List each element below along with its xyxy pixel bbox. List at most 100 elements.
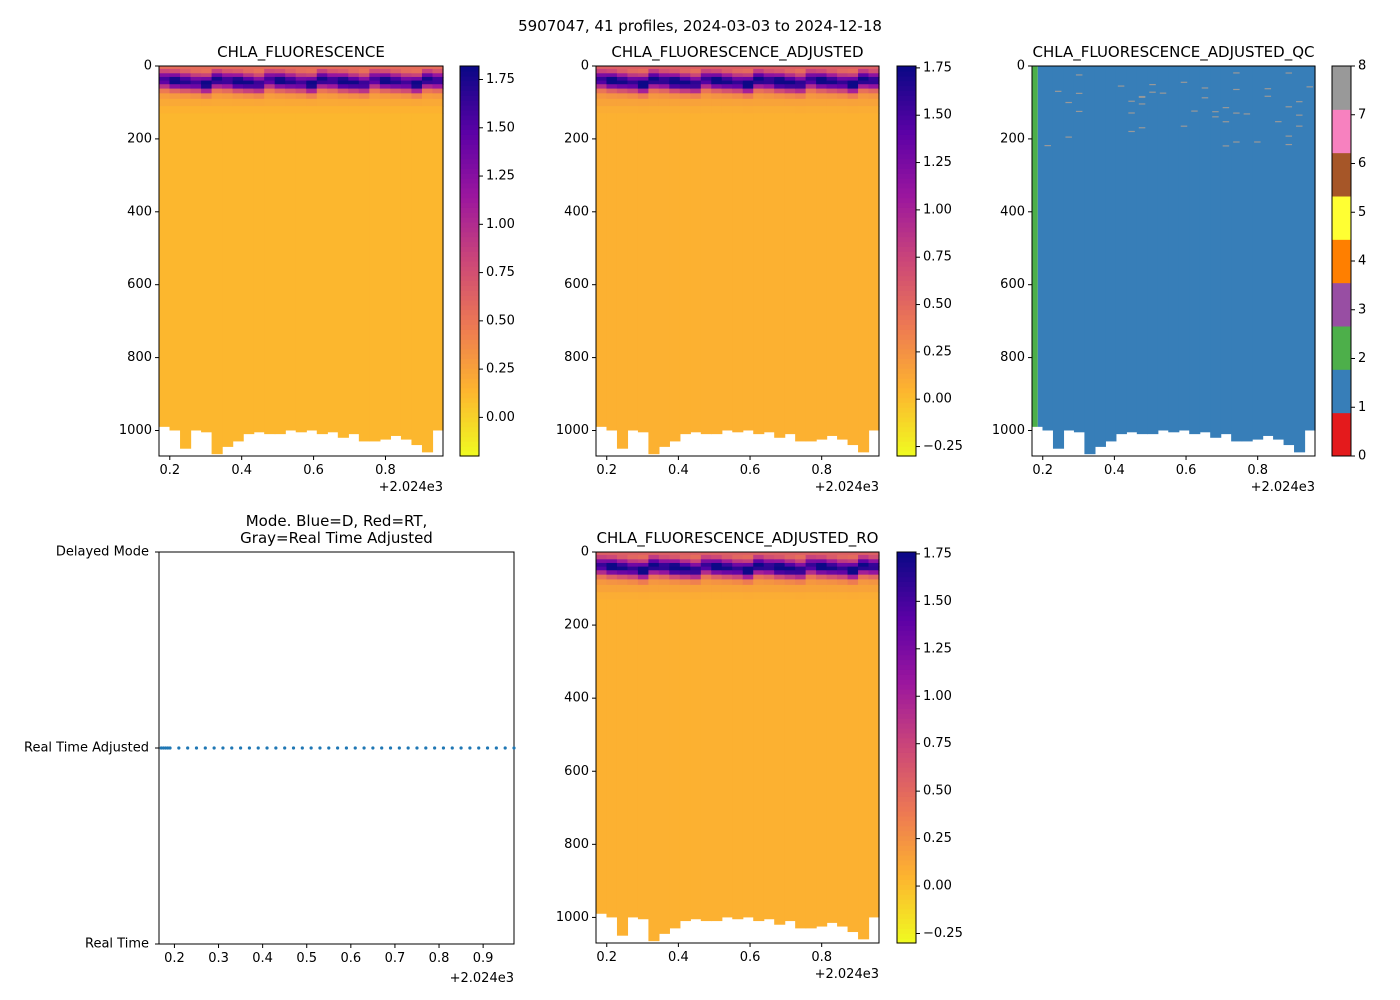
adjusted-colorbar-segment (897, 217, 916, 223)
raw-heatmap-cell (411, 106, 423, 114)
adjusted-colorbar-segment (897, 158, 916, 165)
raw-colorbar-segment (460, 246, 479, 252)
qc-qc-flag8-mark (1149, 91, 1156, 93)
qc-qc-flag8-mark (1201, 97, 1209, 99)
adjusted-heatmap-cell (679, 73, 691, 78)
qc-qc-cell (1189, 66, 1201, 435)
adjusted-heatmap-cell (721, 80, 733, 85)
raw-heatmap-cell (180, 106, 192, 114)
adjusted-heatmap-cell (774, 93, 786, 100)
ro-heatmap-cell (826, 592, 838, 601)
adjusted-heatmap-cell (774, 68, 786, 74)
adjusted-colorbar-label: 1.75 (923, 60, 952, 75)
qc-qc-flag8-mark (1075, 92, 1083, 94)
adjusted-heatmap-cell (669, 106, 681, 114)
adjusted-colorbar-segment (897, 280, 916, 286)
raw-heatmap-cell (432, 113, 444, 431)
ro-heatmap-cell (648, 599, 660, 942)
ro-heatmap-cell (826, 584, 838, 593)
ro-heatmap-cell (784, 592, 796, 601)
raw-heatmap-cell (400, 68, 413, 74)
raw-heatmap-cell (316, 80, 328, 85)
ro-heatmap-cell (805, 592, 817, 601)
adjusted-heatmap-cell (627, 80, 639, 85)
ro-colorbar-segment (897, 727, 916, 734)
ro-colorbar-segment (897, 669, 916, 675)
raw-colorbar-segment (460, 114, 479, 121)
ro-heatmap-cell (732, 584, 744, 593)
adjusted-colorbar-segment (897, 407, 916, 413)
adjusted-heatmap-cell (795, 68, 807, 74)
ro-heatmap-cell (616, 566, 629, 571)
adjusted-heatmap-cell (658, 68, 670, 74)
raw-heatmap-cell (348, 113, 360, 435)
ro-colorbar-segment (897, 811, 916, 817)
adjusted-heatmap-cell (637, 68, 650, 74)
ro-heatmap-cell (805, 584, 817, 593)
adjusted-heatmap-cell (753, 93, 765, 100)
adjusted-heatmap-cell (753, 84, 765, 90)
ro-heatmap-cell (837, 599, 849, 927)
ro-heatmap-cell (596, 579, 608, 586)
raw-heatmap-cell (222, 84, 234, 90)
qc-qc-flag8-mark (1159, 92, 1167, 94)
raw-heatmap-cell (390, 80, 402, 85)
adjusted-heatmap-cell (690, 73, 702, 78)
adjusted-ytick-label: 200 (564, 131, 589, 146)
raw-heatmap-cell (379, 98, 392, 107)
ro-heatmap-cell (837, 584, 849, 593)
raw-heatmap-cell (190, 88, 202, 94)
raw-heatmap-cell (159, 80, 171, 85)
qc-qc-flag8-mark (1285, 143, 1293, 146)
raw-heatmap-cell (159, 88, 171, 94)
qc-x-offset-label: +2.024e3 (1251, 480, 1315, 495)
ro-heatmap-cell (721, 579, 733, 586)
adjusted-heatmap-cell (658, 84, 670, 90)
adjusted-heatmap-cell (732, 68, 744, 74)
raw-heatmap-cell (285, 68, 297, 74)
ro-heatmap-cell (858, 579, 870, 586)
adjusted-heatmap-cell (637, 98, 650, 107)
ro-heatmap-cell (826, 570, 838, 576)
adjusted-heatmap-cell (616, 88, 629, 94)
ro-heatmap-cell (742, 584, 754, 593)
adjusted-heatmap-cell (679, 66, 691, 70)
raw-heatmap-cell (421, 93, 434, 100)
raw-heatmap-cell (327, 88, 339, 94)
raw-colorbar-segment (460, 80, 479, 87)
raw-heatmap-cell (327, 84, 339, 90)
raw-colorbar-segment (460, 314, 479, 321)
raw-heatmap-cell (421, 84, 434, 90)
raw-colorbar-segment (460, 270, 479, 277)
ro-axes-frame (595, 551, 880, 944)
raw-colorbar-segment (460, 300, 479, 306)
raw-heatmap-cell (190, 66, 202, 70)
raw-heatmap-cell (169, 84, 181, 90)
ro-colorbar-segment (897, 850, 916, 856)
raw-heatmap-cell (400, 73, 413, 78)
raw-colorbar-segment (460, 329, 479, 335)
qc-qc-flag8-mark (1191, 110, 1198, 112)
adjusted-heatmap-cell (700, 73, 712, 78)
adjusted-heatmap-cell (784, 113, 796, 435)
qc-colorbar-segment (1332, 369, 1351, 414)
adjusted-colorbar-segment (897, 192, 916, 199)
ro-heatmap-cell (732, 559, 744, 564)
ro-colorbar-segment (897, 591, 916, 597)
ro-colorbar-segment (897, 879, 916, 885)
qc-qc-flag8-mark (1296, 125, 1303, 127)
raw-ytick-label: 1000 (119, 423, 152, 438)
raw-colorbar-segment (460, 168, 479, 174)
ro-colorbar-segment (897, 639, 916, 646)
ro-colorbar-segment (897, 723, 916, 729)
adjusted-heatmap-cell (596, 93, 608, 100)
raw-heatmap-cell (411, 98, 423, 107)
adjusted-heatmap-cell (627, 76, 639, 82)
ro-heatmap-cell (658, 566, 670, 571)
ro-heatmap-cell (596, 584, 608, 593)
adjusted-heatmap-cell (711, 98, 723, 107)
ro-ytick-label: 200 (564, 618, 589, 633)
raw-heatmap-cell (421, 106, 434, 114)
adjusted-heatmap-cell (637, 76, 650, 82)
adjusted-colorbar-segment (897, 119, 916, 126)
